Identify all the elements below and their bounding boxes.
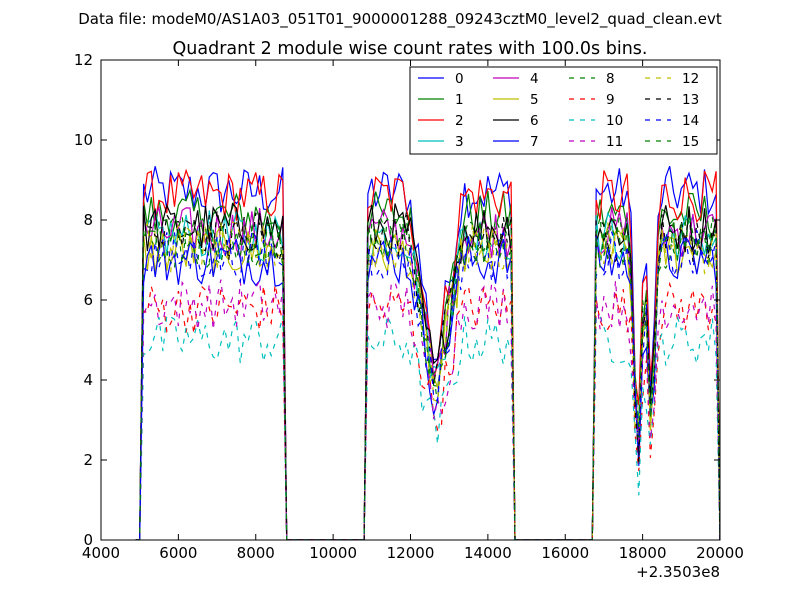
- legend-label-5: 5: [530, 92, 539, 108]
- x-tick-label: 10000: [309, 544, 357, 562]
- series-line-6: [135, 202, 720, 540]
- x-tick-label: 4000: [82, 544, 120, 562]
- series-layer: [135, 165, 720, 540]
- legend-label-14: 14: [682, 113, 699, 129]
- series-line-8: [135, 217, 720, 540]
- x-tick-label: 12000: [387, 544, 435, 562]
- series-line-2: [135, 168, 720, 540]
- series-line-10: [135, 313, 720, 540]
- legend-label-15: 15: [682, 134, 699, 150]
- chart-title: Quadrant 2 module wise count rates with …: [173, 39, 648, 59]
- x-tick-label: 8000: [237, 544, 275, 562]
- y-tick-label: 4: [83, 371, 93, 389]
- y-tick-label: 10: [74, 131, 93, 149]
- x-tick-label: 16000: [541, 544, 589, 562]
- series-line-1: [135, 187, 720, 540]
- legend-box: [409, 66, 718, 155]
- legend-label-12: 12: [682, 71, 699, 87]
- series-line-15: [135, 213, 720, 540]
- y-tick-label: 12: [74, 51, 93, 69]
- y-tick-label: 2: [83, 451, 93, 469]
- legend-label-7: 7: [530, 134, 539, 150]
- x-tick-label: 6000: [159, 544, 197, 562]
- legend-label-3: 3: [455, 134, 464, 150]
- legend-label-2: 2: [455, 113, 464, 129]
- y-tick-label: 8: [83, 211, 93, 229]
- x-tick-label: 14000: [464, 544, 512, 562]
- axis-ticks: 4000 6000 8000 10000 12000 14000 16000 18000 200…: [74, 51, 744, 562]
- y-tick-label: 0: [83, 531, 93, 549]
- legend-label-6: 6: [530, 113, 539, 129]
- x-tick-label: 20000: [696, 544, 744, 562]
- legend-label-9: 9: [606, 92, 615, 108]
- y-tick-label: 6: [83, 291, 93, 309]
- legend-label-4: 4: [530, 71, 539, 87]
- series-line-5: [135, 224, 720, 540]
- legend-label-0: 0: [455, 71, 464, 87]
- legend-label-8: 8: [606, 71, 615, 87]
- x-offset-label: +2.3503e8: [636, 563, 720, 581]
- suptitle: Data file: modeM0/AS1A03_051T01_90000012…: [78, 10, 722, 29]
- legend-label-10: 10: [606, 113, 623, 129]
- series-line-9: [135, 281, 720, 540]
- series-line-14: [135, 229, 720, 540]
- legend-label-11: 11: [606, 134, 623, 150]
- legend-label-13: 13: [682, 92, 699, 108]
- series-line-13: [135, 210, 720, 540]
- legend-label-1: 1: [455, 92, 464, 108]
- x-tick-label: 18000: [619, 544, 667, 562]
